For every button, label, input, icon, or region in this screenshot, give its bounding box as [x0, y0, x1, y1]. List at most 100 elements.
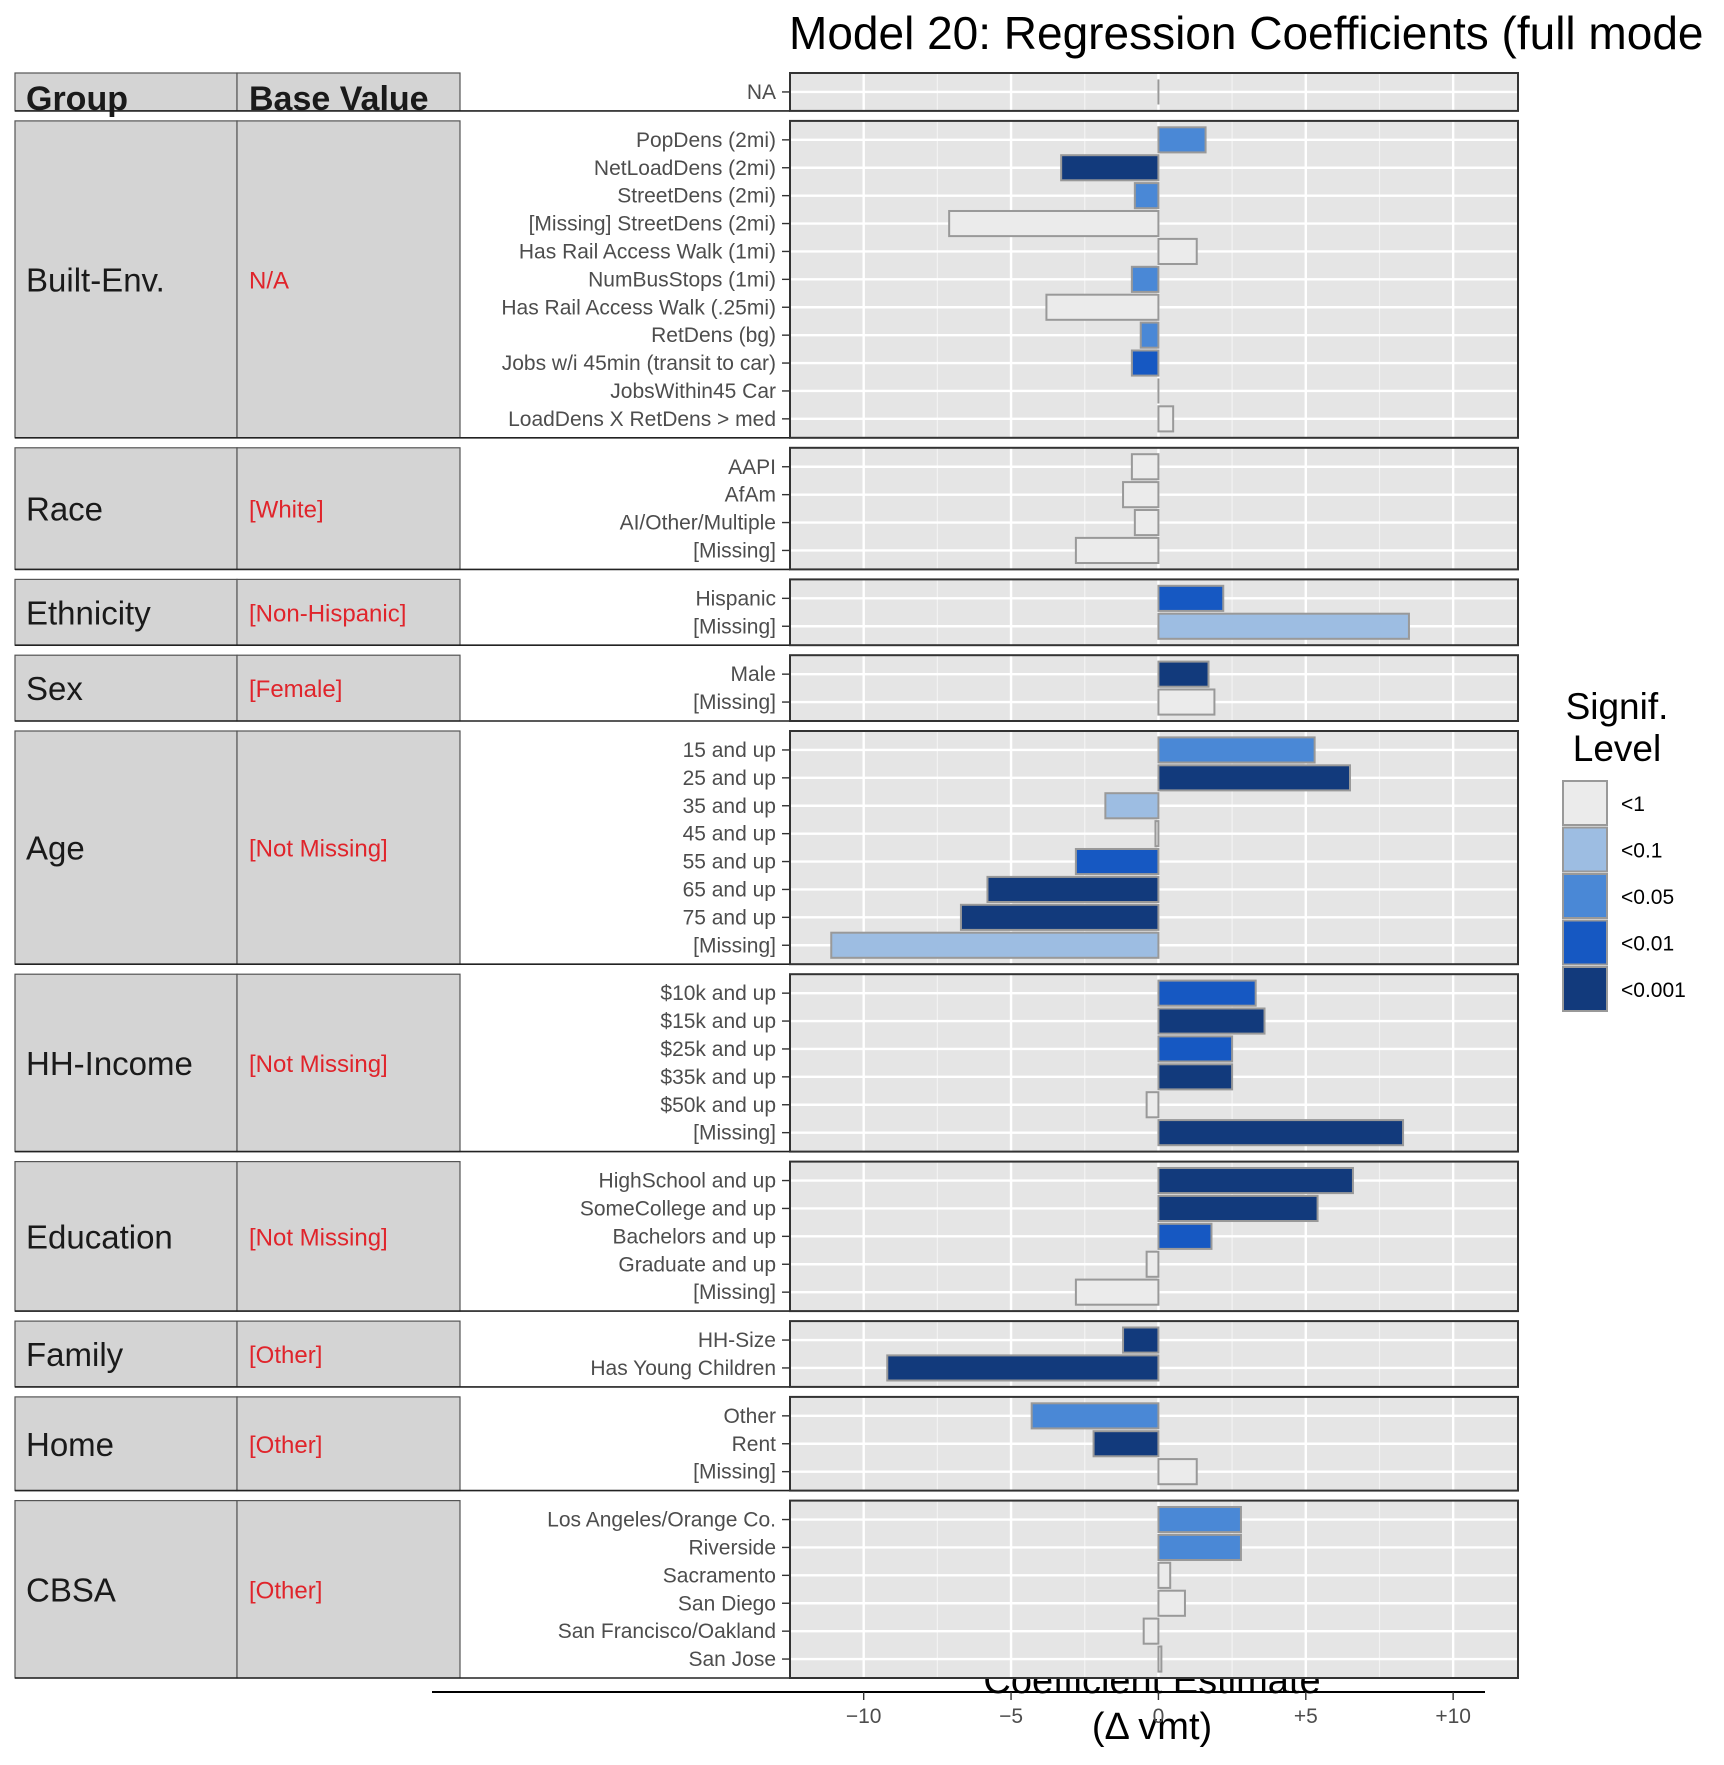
y-tick-label: 25 and up: [683, 767, 776, 790]
base-value-header: Base Value: [249, 80, 429, 118]
y-tick-label: NA: [747, 81, 776, 104]
legend-key: [1562, 780, 1608, 826]
panel-border: [789, 730, 1519, 966]
y-tick-label: $50k and up: [660, 1094, 776, 1117]
group-label: Age: [26, 830, 85, 867]
y-tick-label: PopDens (2mi): [636, 129, 776, 152]
group-label: Ethnicity: [26, 594, 151, 631]
coefficient-bar: [1130, 349, 1160, 377]
base-value-label: [Other]: [249, 1342, 322, 1369]
group-cell: [14, 1160, 238, 1312]
coefficient-bar: [959, 903, 1160, 931]
legend-label: <1: [1621, 793, 1645, 816]
panel-border: [789, 1320, 1519, 1388]
y-tick-label: HighSchool and up: [599, 1170, 776, 1193]
group-label: CBSA: [26, 1571, 116, 1608]
coefficient-bar: [1139, 321, 1160, 349]
group-cell: [14, 120, 238, 439]
x-tick-label: 0: [1153, 1705, 1165, 1728]
y-tick-label: Los Angeles/Orange Co.: [547, 1509, 776, 1532]
y-tick-label: 35 and up: [683, 795, 776, 818]
y-tick-label: LoadDens X RetDens > med: [508, 408, 776, 431]
legend-key: [1562, 966, 1608, 1012]
y-tick-label: San Francisco/Oakland: [558, 1620, 776, 1643]
x-tick-label: +5: [1294, 1705, 1318, 1728]
coefficient-bar: [1074, 847, 1160, 876]
base-value-label: [Other]: [249, 1577, 322, 1604]
coefficient-bar: [830, 931, 1160, 959]
chart-layer: Group Base Value NA Built-Env. N/A PopDens (2…: [14, 72, 1686, 1728]
coefficient-bar: [1145, 1091, 1160, 1119]
y-tick-label: Has Rail Access Walk (.25mi): [501, 296, 776, 319]
x-tick-label: −5: [999, 1705, 1023, 1728]
y-tick-label: [Missing]: [693, 1122, 776, 1145]
coefficient-bar: [1133, 508, 1160, 537]
coefficient-bar: [1130, 453, 1160, 481]
group-cell: [14, 1499, 238, 1679]
panel-background: [790, 655, 1518, 721]
group-cell: [14, 1396, 238, 1492]
coefficient-bar: [1045, 293, 1160, 321]
panel-border: [789, 1499, 1519, 1679]
y-tick-label: StreetDens (2mi): [617, 185, 776, 208]
base-value-label: [White]: [249, 497, 324, 524]
coefficient-bar: [948, 209, 1160, 238]
legend-key: [1562, 919, 1608, 966]
group-label: Sex: [26, 670, 83, 707]
base-value-label: [Non-Hispanic]: [249, 600, 406, 627]
coefficient-bar: [1133, 182, 1160, 210]
legend-key: [1562, 826, 1608, 873]
base-cell: [236, 72, 461, 112]
base-cell: [236, 1499, 461, 1679]
base-cell: [236, 1396, 461, 1492]
y-tick-label: Rent: [732, 1433, 777, 1456]
coefficient-bar: [1122, 1326, 1160, 1354]
y-tick-label: 45 and up: [683, 823, 776, 846]
base-value-label: N/A: [249, 267, 289, 294]
base-cell: [236, 447, 461, 570]
legend-label: <0.001: [1621, 979, 1686, 1002]
coefficient-bar: [1157, 1035, 1234, 1063]
y-tick-label: NetLoadDens (2mi): [594, 157, 776, 180]
y-tick-label: [Missing]: [693, 1461, 776, 1484]
chart-title: Model 20: Regression Coefficients (full …: [789, 7, 1704, 59]
y-tick-label: San Jose: [688, 1648, 776, 1671]
legend-label: <0.01: [1621, 933, 1674, 956]
coefficient-bar: [1157, 1119, 1405, 1147]
base-value-label: [Female]: [249, 676, 342, 703]
x-tick-label: −10: [846, 1705, 882, 1728]
y-tick-label: San Diego: [678, 1592, 776, 1615]
base-cell: [236, 1160, 461, 1312]
y-tick-label: NumBusStops (1mi): [588, 268, 776, 291]
y-tick-label: 65 and up: [683, 878, 776, 901]
y-tick-label: RetDens (bg): [651, 324, 776, 347]
base-value-label: [Other]: [249, 1432, 322, 1459]
coefficient-bar: [1030, 1402, 1160, 1430]
group-cell: [14, 578, 238, 646]
y-tick-label: Jobs w/i 45min (transit to car): [502, 352, 776, 375]
panel-background: [790, 1500, 1518, 1678]
y-tick-label: Graduate and up: [618, 1253, 776, 1276]
y-tick-label: $10k and up: [660, 982, 776, 1005]
y-tick-label: SomeCollege and up: [580, 1197, 776, 1220]
y-tick-label: [Missing]: [693, 934, 776, 957]
y-tick-label: [Missing]: [693, 1281, 776, 1304]
group-label: Education: [26, 1218, 173, 1255]
coefficient-bar: [1157, 1561, 1172, 1589]
base-cell: [236, 578, 461, 646]
y-tick-label: 75 and up: [683, 906, 776, 929]
coefficient-bar: [1157, 736, 1316, 764]
coefficient-bar: [1142, 1617, 1160, 1645]
y-tick-label: $15k and up: [660, 1010, 776, 1033]
coefficient-bar: [1145, 1250, 1160, 1278]
coefficient-bar: [1157, 1533, 1242, 1562]
base-cell: [236, 120, 461, 439]
y-tick-label: 55 and up: [683, 851, 776, 874]
coefficient-bar: [1157, 1645, 1163, 1673]
y-tick-label: Hispanic: [695, 587, 776, 610]
coefficient-bar: [1157, 237, 1198, 266]
coefficient-bar: [1060, 154, 1160, 182]
coefficient-bar: [1157, 1589, 1186, 1617]
coefficient-bar: [1154, 820, 1160, 848]
coefficient-bar: [1157, 1505, 1242, 1534]
